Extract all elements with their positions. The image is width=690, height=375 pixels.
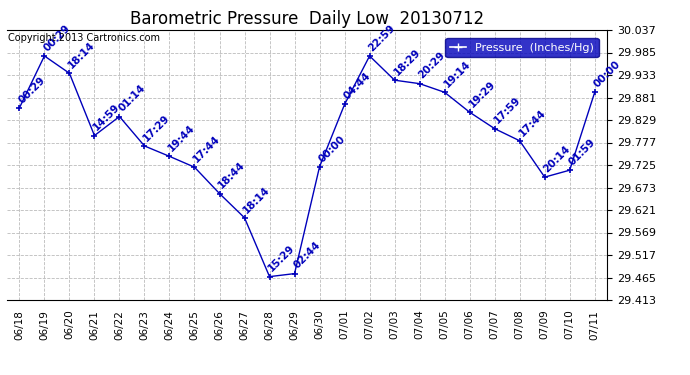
Text: 19:44: 19:44	[166, 123, 197, 154]
Text: 20:14: 20:14	[542, 144, 572, 174]
Text: 18:14: 18:14	[66, 40, 97, 70]
Legend: Pressure  (Inches/Hg): Pressure (Inches/Hg)	[445, 38, 599, 57]
Text: 18:14: 18:14	[241, 184, 272, 215]
Text: 19:14: 19:14	[442, 59, 472, 90]
Text: 17:44: 17:44	[517, 107, 547, 138]
Text: 17:44: 17:44	[192, 134, 222, 164]
Text: 00:00: 00:00	[317, 134, 347, 164]
Text: Copyright 2013 Cartronics.com: Copyright 2013 Cartronics.com	[8, 33, 160, 43]
Text: 02:44: 02:44	[292, 240, 322, 271]
Text: 22:59: 22:59	[366, 23, 397, 53]
Text: 00:29: 00:29	[17, 75, 47, 105]
Text: 04:44: 04:44	[342, 71, 373, 102]
Text: 17:59: 17:59	[492, 95, 522, 126]
Text: 18:44: 18:44	[217, 160, 247, 191]
Text: 01:14: 01:14	[117, 83, 147, 114]
Title: Barometric Pressure  Daily Low  20130712: Barometric Pressure Daily Low 20130712	[130, 10, 484, 28]
Text: 00:29: 00:29	[41, 23, 72, 53]
Text: 01:59: 01:59	[566, 137, 597, 167]
Text: 18:29: 18:29	[392, 47, 422, 77]
Text: 17:29: 17:29	[141, 113, 172, 143]
Text: 19:29: 19:29	[466, 79, 497, 110]
Text: 20:29: 20:29	[417, 51, 447, 81]
Text: 15:29: 15:29	[266, 243, 297, 274]
Text: 14:59: 14:59	[92, 102, 122, 133]
Text: 00:00: 00:00	[592, 59, 622, 90]
